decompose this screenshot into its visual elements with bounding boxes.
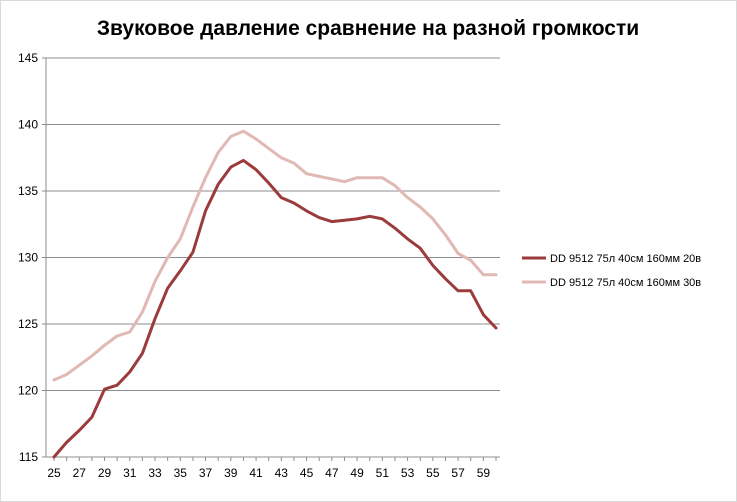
legend-label: DD 9512 75л 40см 160мм 20в xyxy=(550,253,701,265)
x-tick-label: 55 xyxy=(426,466,440,480)
x-tick-label: 35 xyxy=(174,466,188,480)
x-tick-label: 33 xyxy=(148,466,162,480)
y-tick-label: 120 xyxy=(18,384,38,398)
x-tick-label: 37 xyxy=(199,466,213,480)
legend-label: DD 9512 75л 40см 160мм 30в xyxy=(550,277,701,289)
y-tick-label: 130 xyxy=(18,251,38,265)
x-tick-label: 47 xyxy=(325,466,339,480)
series-lines xyxy=(52,129,498,459)
x-tick-label: 59 xyxy=(477,466,491,480)
x-tick-label: 41 xyxy=(249,466,263,480)
y-tick-label: 145 xyxy=(18,51,38,65)
x-tick-label: 31 xyxy=(123,466,137,480)
y-tick-label: 115 xyxy=(19,450,38,464)
y-axis-labels: 115 120 125 130 135 140 145 xyxy=(18,51,38,464)
series-line-2 xyxy=(52,129,498,382)
x-tick-label: 43 xyxy=(275,466,289,480)
x-tick-label: 45 xyxy=(300,466,314,480)
x-axis-labels: 25 27 29 31 33 35 37 39 41 43 45 47 49 51 53 55 57 59 xyxy=(47,466,490,480)
axes xyxy=(42,57,500,461)
x-tick-label: 53 xyxy=(401,466,415,480)
x-tick-label: 39 xyxy=(224,466,238,480)
y-tick-label: 135 xyxy=(18,184,38,198)
x-tick-label: 57 xyxy=(451,466,465,480)
chart-title: Звуковое давление сравнение на разной гр… xyxy=(97,17,639,40)
series-line-1 xyxy=(52,158,498,459)
x-tick-label: 29 xyxy=(98,466,112,480)
y-tick-label: 125 xyxy=(18,317,38,331)
x-tick-label: 25 xyxy=(47,466,61,480)
gridlines xyxy=(46,57,500,458)
x-tick-label: 51 xyxy=(376,466,390,480)
x-tick-label: 27 xyxy=(73,466,87,480)
x-tick-label: 49 xyxy=(350,466,364,480)
legend: DD 9512 75л 40см 160мм 20в DD 9512 75л 40… xyxy=(522,253,701,289)
y-tick-label: 140 xyxy=(18,118,38,132)
